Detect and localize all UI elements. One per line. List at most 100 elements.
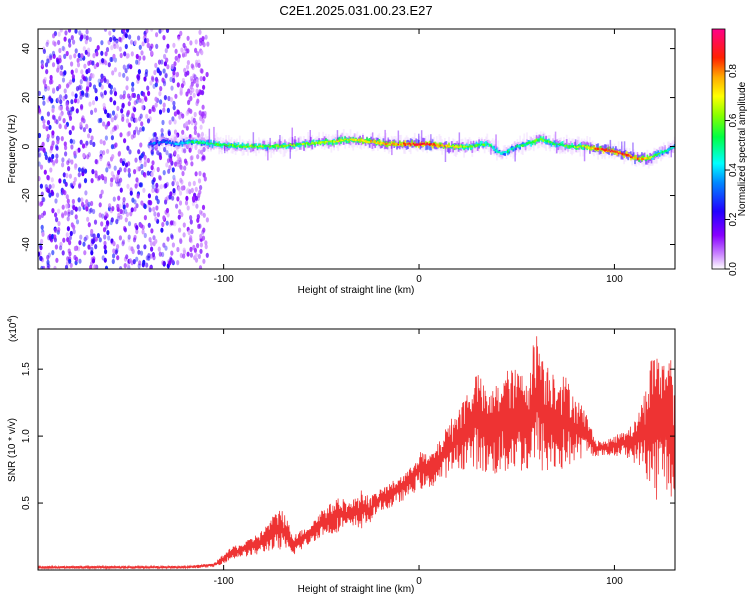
noise-cell xyxy=(94,88,98,94)
ridge-cell xyxy=(189,141,192,143)
noise-cell xyxy=(141,229,145,235)
noise-cell xyxy=(45,126,49,132)
ridge-cell xyxy=(304,142,307,148)
ridge-cell xyxy=(266,145,268,147)
noise-cell xyxy=(130,116,134,122)
noise-cell xyxy=(110,217,114,223)
noise-cell xyxy=(178,227,182,233)
noise-cell xyxy=(132,237,137,243)
noise-cell xyxy=(116,203,120,209)
noise-cell xyxy=(38,176,41,182)
noise-cell xyxy=(118,235,122,241)
noise-cell xyxy=(138,158,143,164)
ridge-cell xyxy=(460,145,463,148)
noise-cell xyxy=(53,118,58,124)
ridge-cell xyxy=(293,143,296,147)
ridge-cell xyxy=(383,141,386,145)
ridge-cell xyxy=(400,143,403,146)
ridge-cell xyxy=(310,141,312,144)
ridge-cell xyxy=(439,144,442,147)
noise-cell xyxy=(76,62,81,68)
noise-cell xyxy=(172,100,176,106)
ridge-cell xyxy=(401,143,404,146)
noise-cell xyxy=(142,259,146,265)
ridge-cell xyxy=(512,147,515,149)
ridge-cell xyxy=(279,145,282,148)
noise-cell xyxy=(90,241,94,247)
ridge-cell xyxy=(303,136,305,146)
noise-cell xyxy=(128,122,132,128)
noise-cell xyxy=(93,107,98,113)
noise-cell xyxy=(178,190,183,196)
ridge-cell xyxy=(565,139,568,149)
noise-cell xyxy=(179,238,183,244)
noise-cell xyxy=(48,184,52,190)
ridge-cell xyxy=(505,147,508,152)
x-tick-label: -100 xyxy=(214,576,234,587)
ridge-cell xyxy=(424,142,427,151)
noise-cell xyxy=(140,153,144,159)
ridge-cell xyxy=(290,143,293,146)
noise-cell xyxy=(156,66,160,73)
ridge-cell xyxy=(403,142,405,145)
noise-cell xyxy=(67,81,71,87)
ridge-cell xyxy=(468,137,471,150)
noise-cell xyxy=(150,228,154,234)
ridge-cell xyxy=(152,142,155,145)
noise-cell xyxy=(61,250,65,256)
ridge-cell xyxy=(584,144,587,147)
ridge-cell xyxy=(656,150,658,164)
ridge-cell xyxy=(580,146,583,150)
noise-cell xyxy=(113,100,117,106)
ridge-cell xyxy=(667,149,669,152)
noise-cell xyxy=(61,204,65,210)
noise-cell xyxy=(155,205,159,211)
noise-cell xyxy=(87,244,91,250)
noise-cell xyxy=(58,47,62,54)
colorbar: 0.00.20.40.60.8 Normalized spectral ampl… xyxy=(711,28,748,276)
noise-cell xyxy=(171,195,175,201)
noise-cell xyxy=(154,62,158,68)
noise-cell xyxy=(40,265,44,269)
ridge-cell xyxy=(362,134,364,144)
noise-cell xyxy=(104,135,108,141)
ridge-cell xyxy=(292,143,294,148)
ridge-cell xyxy=(236,145,238,148)
ridge-cell xyxy=(315,141,318,144)
noise-cell xyxy=(192,92,196,98)
ridge-cell xyxy=(597,147,599,151)
ridge-cell xyxy=(178,142,181,145)
ridge-cell xyxy=(543,139,546,141)
ridge-cell xyxy=(311,141,314,144)
noise-cell xyxy=(38,161,41,167)
noise-cell xyxy=(39,255,43,262)
noise-cell xyxy=(59,105,63,111)
ridge-cell xyxy=(548,138,550,143)
noise-cell xyxy=(158,154,163,161)
noise-cell xyxy=(144,72,148,78)
ridge-cell xyxy=(405,143,408,146)
ridge-cell xyxy=(431,143,434,146)
ridge-cell xyxy=(420,142,423,145)
noise-cell xyxy=(122,204,126,210)
noise-cell xyxy=(126,29,130,33)
ridge-cell xyxy=(604,145,606,160)
noise-cell xyxy=(163,146,167,153)
ridge-cell xyxy=(245,146,248,148)
noise-cell xyxy=(108,203,112,209)
ridge-cell xyxy=(344,138,346,141)
ridge-cell xyxy=(571,143,573,148)
ridge-cell xyxy=(553,143,556,146)
ridge-cell xyxy=(661,151,664,156)
noise-cell xyxy=(51,62,56,68)
ridge-cell xyxy=(374,140,377,144)
ridge-cell xyxy=(371,140,374,143)
ridge-cell xyxy=(398,143,401,146)
noise-cell xyxy=(131,92,135,98)
noise-cell xyxy=(188,147,192,153)
noise-cell xyxy=(186,60,190,66)
noise-cell xyxy=(61,189,66,195)
noise-cell xyxy=(109,84,113,90)
noise-cell xyxy=(113,165,117,171)
